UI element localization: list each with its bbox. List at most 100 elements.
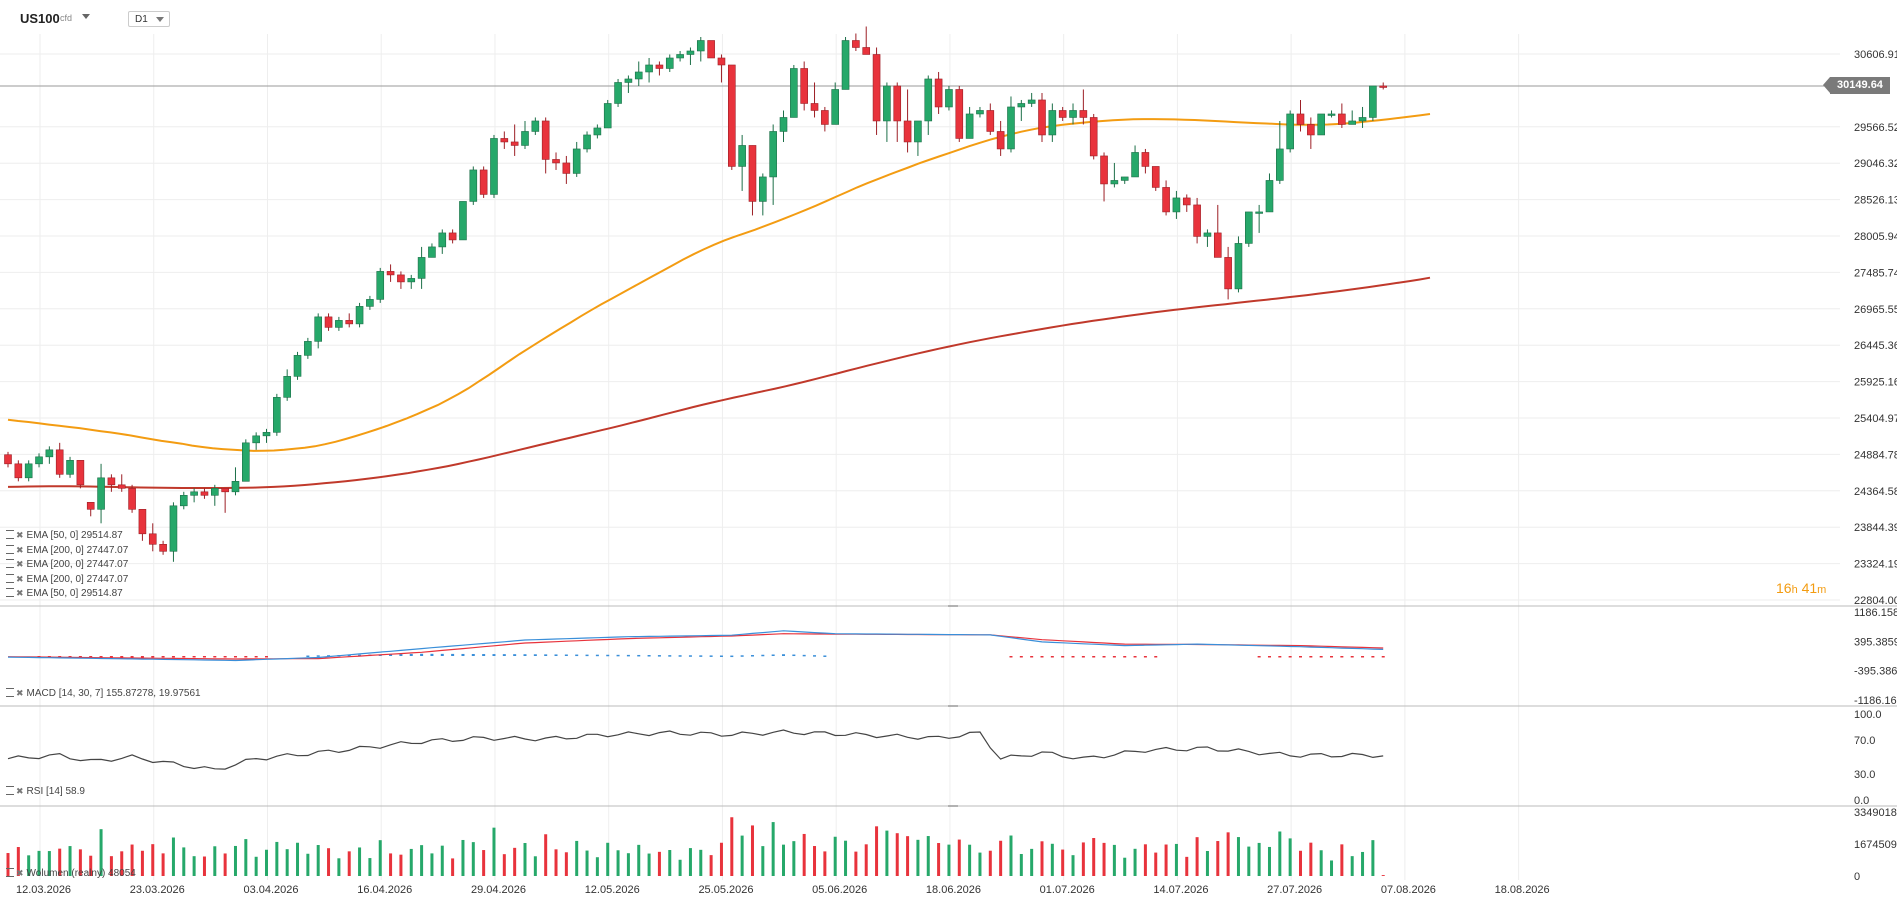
settings-icon[interactable] <box>6 786 14 795</box>
macd-histogram-bar <box>358 654 362 657</box>
candle <box>769 131 777 178</box>
candle <box>727 64 736 167</box>
settings-icon[interactable] <box>6 544 14 554</box>
volume-bar <box>89 855 93 876</box>
time-axis-label: 18.06.2026 <box>926 884 981 896</box>
candle <box>1224 257 1232 290</box>
volume-bar <box>1009 835 1013 876</box>
macd-histogram-bar <box>626 654 630 657</box>
macd-histogram-bar <box>409 653 413 656</box>
settings-icon[interactable] <box>6 559 14 568</box>
candle <box>1255 211 1263 214</box>
volume-bar <box>202 856 206 876</box>
toolbar: US100 cfd D1 <box>0 0 1897 34</box>
volume-bar <box>471 842 475 876</box>
price-tick-label: 22804.00 <box>1854 595 1897 607</box>
candle <box>800 68 808 104</box>
candle <box>1327 113 1336 116</box>
volume-bar <box>1340 844 1344 876</box>
volume-bar <box>616 850 620 876</box>
close-icon[interactable]: ✖ <box>16 544 24 555</box>
volume-bar <box>947 844 951 876</box>
price-tick-label: 29046.32 <box>1854 158 1897 170</box>
candle <box>407 278 416 283</box>
candle <box>914 120 922 143</box>
time-axis-label: 18.08.2026 <box>1495 884 1550 896</box>
macd-histogram-bar <box>1278 655 1282 658</box>
chevron-down-icon[interactable] <box>82 14 90 19</box>
candle <box>55 449 64 475</box>
close-icon[interactable]: ✖ <box>16 573 24 584</box>
volume-bar <box>1019 853 1023 876</box>
close-icon[interactable]: ✖ <box>16 559 24 569</box>
volume-bar <box>1236 837 1240 876</box>
candle <box>66 460 74 475</box>
close-icon[interactable]: ✖ <box>16 688 24 698</box>
macd-histogram-bar <box>678 655 682 657</box>
candle <box>821 110 829 125</box>
candle <box>1369 85 1377 118</box>
volume-bar <box>1164 844 1168 876</box>
settings-icon[interactable] <box>6 688 14 697</box>
volume-bar <box>399 854 403 876</box>
macd-histogram-bar <box>1350 655 1354 658</box>
settings-icon[interactable] <box>6 868 14 877</box>
candle <box>1058 110 1067 118</box>
volume-bar <box>68 846 72 876</box>
volume-bar <box>968 844 972 876</box>
volume-bar <box>171 837 175 876</box>
countdown-hours: 16 <box>1776 580 1792 596</box>
candle <box>479 169 488 195</box>
candle <box>1203 232 1212 237</box>
candle <box>86 502 95 510</box>
ema-legend-item: ✖ EMA [200, 0] 27447.07 <box>6 559 128 570</box>
volume-bar <box>813 846 817 876</box>
macd-histogram-bar <box>1040 655 1044 658</box>
volume-bar <box>1226 832 1230 876</box>
rsi-legend: ✖ RSI [14] 58.9 <box>6 786 85 797</box>
settings-icon[interactable] <box>6 530 14 539</box>
macd-signal-line <box>7 633 1384 660</box>
macd-histogram-bar <box>699 655 703 657</box>
volume-bar <box>678 859 682 876</box>
close-icon[interactable]: ✖ <box>16 530 24 540</box>
price-tick-label: 25404.97 <box>1854 413 1897 425</box>
volume-bar <box>761 846 765 876</box>
close-icon[interactable]: ✖ <box>16 786 24 796</box>
symbol-selector[interactable]: US100 <box>20 11 60 26</box>
macd-histogram-bar <box>151 655 155 658</box>
ema-legend-text: EMA [200, 0] 27447.07 <box>26 573 129 585</box>
ema-legend-item: ✖ EMA [200, 0] 27447.07 <box>6 544 128 556</box>
macd-histogram-bar <box>492 654 496 656</box>
macd-histogram-bar <box>1154 655 1158 658</box>
rsi-tick-label: 0.0 <box>1854 795 1869 807</box>
candle <box>500 138 509 143</box>
timeframe-select[interactable]: D1 <box>128 11 170 27</box>
volume-bar <box>1330 860 1334 876</box>
macd-histogram-bar <box>430 653 434 656</box>
candle <box>273 397 281 433</box>
settings-icon[interactable] <box>6 588 14 597</box>
settings-icon[interactable] <box>6 573 14 583</box>
close-icon[interactable]: ✖ <box>16 868 24 878</box>
candle <box>221 488 229 493</box>
macd-histogram-bar <box>99 655 103 658</box>
volume-bar <box>1030 848 1034 876</box>
macd-histogram-bar <box>1340 655 1344 658</box>
volume-bar <box>771 822 775 876</box>
candle <box>903 120 912 143</box>
volume-bar <box>988 850 992 876</box>
macd-histogram-bar <box>1267 655 1271 658</box>
candle <box>748 145 757 202</box>
macd-histogram-bar <box>389 654 393 656</box>
candle <box>1265 180 1274 213</box>
volume-bar <box>1123 857 1127 876</box>
volume-bar <box>161 853 165 876</box>
candle <box>1141 152 1150 167</box>
macd-legend: ✖ MACD [14, 30, 7] 155.87278, 19.97561 <box>6 688 201 699</box>
volume-bar <box>109 856 113 876</box>
close-icon[interactable]: ✖ <box>16 588 24 598</box>
volume-bar <box>1299 850 1302 876</box>
macd-histogram-bar <box>771 654 775 656</box>
